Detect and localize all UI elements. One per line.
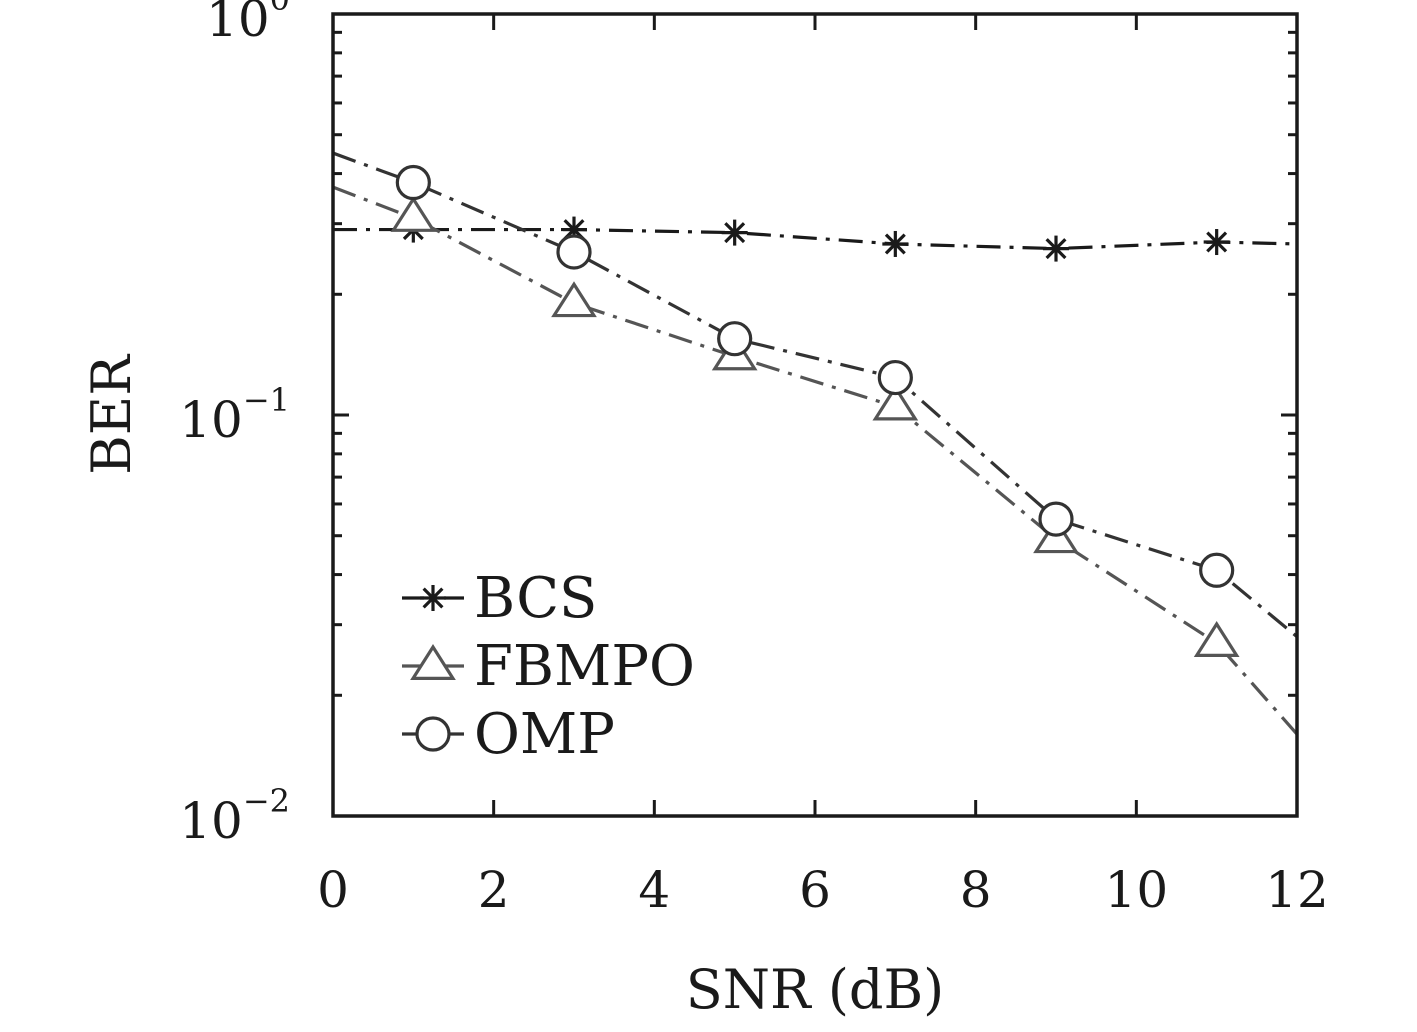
x-tick-label: 6 — [799, 861, 831, 919]
fbmpo-marker — [410, 644, 456, 680]
fbmpo-marker — [551, 281, 597, 318]
plot-frame — [331, 12, 1299, 818]
y-tick-label: 10−1 — [179, 381, 290, 449]
legend-item-fbmpo: FBMPO — [402, 634, 695, 699]
x-tick-label: 0 — [317, 861, 349, 919]
legend-item-omp: OMP — [402, 702, 615, 767]
omp-marker — [395, 164, 431, 201]
bcs-marker — [420, 585, 446, 611]
series-layer — [332, 151, 1299, 736]
fbmpo-marker — [390, 195, 437, 232]
x-tick-label: 12 — [1265, 861, 1329, 919]
legend-label: BCS — [474, 566, 597, 631]
omp-marker — [877, 359, 913, 396]
omp-marker — [1038, 501, 1074, 537]
x-axis-title: SNR (dB) — [686, 958, 944, 1021]
x-tick-label: 8 — [960, 861, 992, 919]
omp-marker — [556, 234, 592, 270]
legend-item-bcs: BCS — [402, 566, 597, 631]
series-line — [332, 185, 1299, 736]
x-tick-label: 2 — [478, 861, 510, 919]
bcs-marker — [1203, 229, 1230, 256]
series-bcs — [333, 216, 1298, 262]
bcs-marker — [1043, 235, 1069, 262]
y-tick-label: 10−2 — [179, 782, 290, 850]
omp-marker — [1199, 552, 1235, 588]
legend-label: FBMPO — [474, 634, 695, 699]
series-fbmpo — [332, 185, 1299, 736]
omp-marker — [415, 716, 451, 752]
bcs-marker — [882, 230, 909, 257]
series-omp — [332, 151, 1299, 638]
x-tick-label: 10 — [1105, 861, 1169, 919]
legend-label: OMP — [474, 702, 615, 767]
x-tick-labels: 0 2 4 6 8 10 12 — [317, 861, 1329, 919]
series-line — [333, 227, 1298, 251]
y-tick-labels: 100 10−1 10−2 — [179, 0, 290, 850]
y-axis-title: BER — [80, 354, 143, 475]
fbmpo-marker — [1193, 621, 1240, 657]
x-tick-label: 4 — [638, 861, 670, 919]
y-tick-label: 100 — [206, 0, 290, 48]
bcs-marker — [721, 219, 748, 246]
omp-marker — [717, 321, 753, 357]
fbmpo-marker — [872, 384, 919, 421]
series-line — [332, 151, 1299, 638]
